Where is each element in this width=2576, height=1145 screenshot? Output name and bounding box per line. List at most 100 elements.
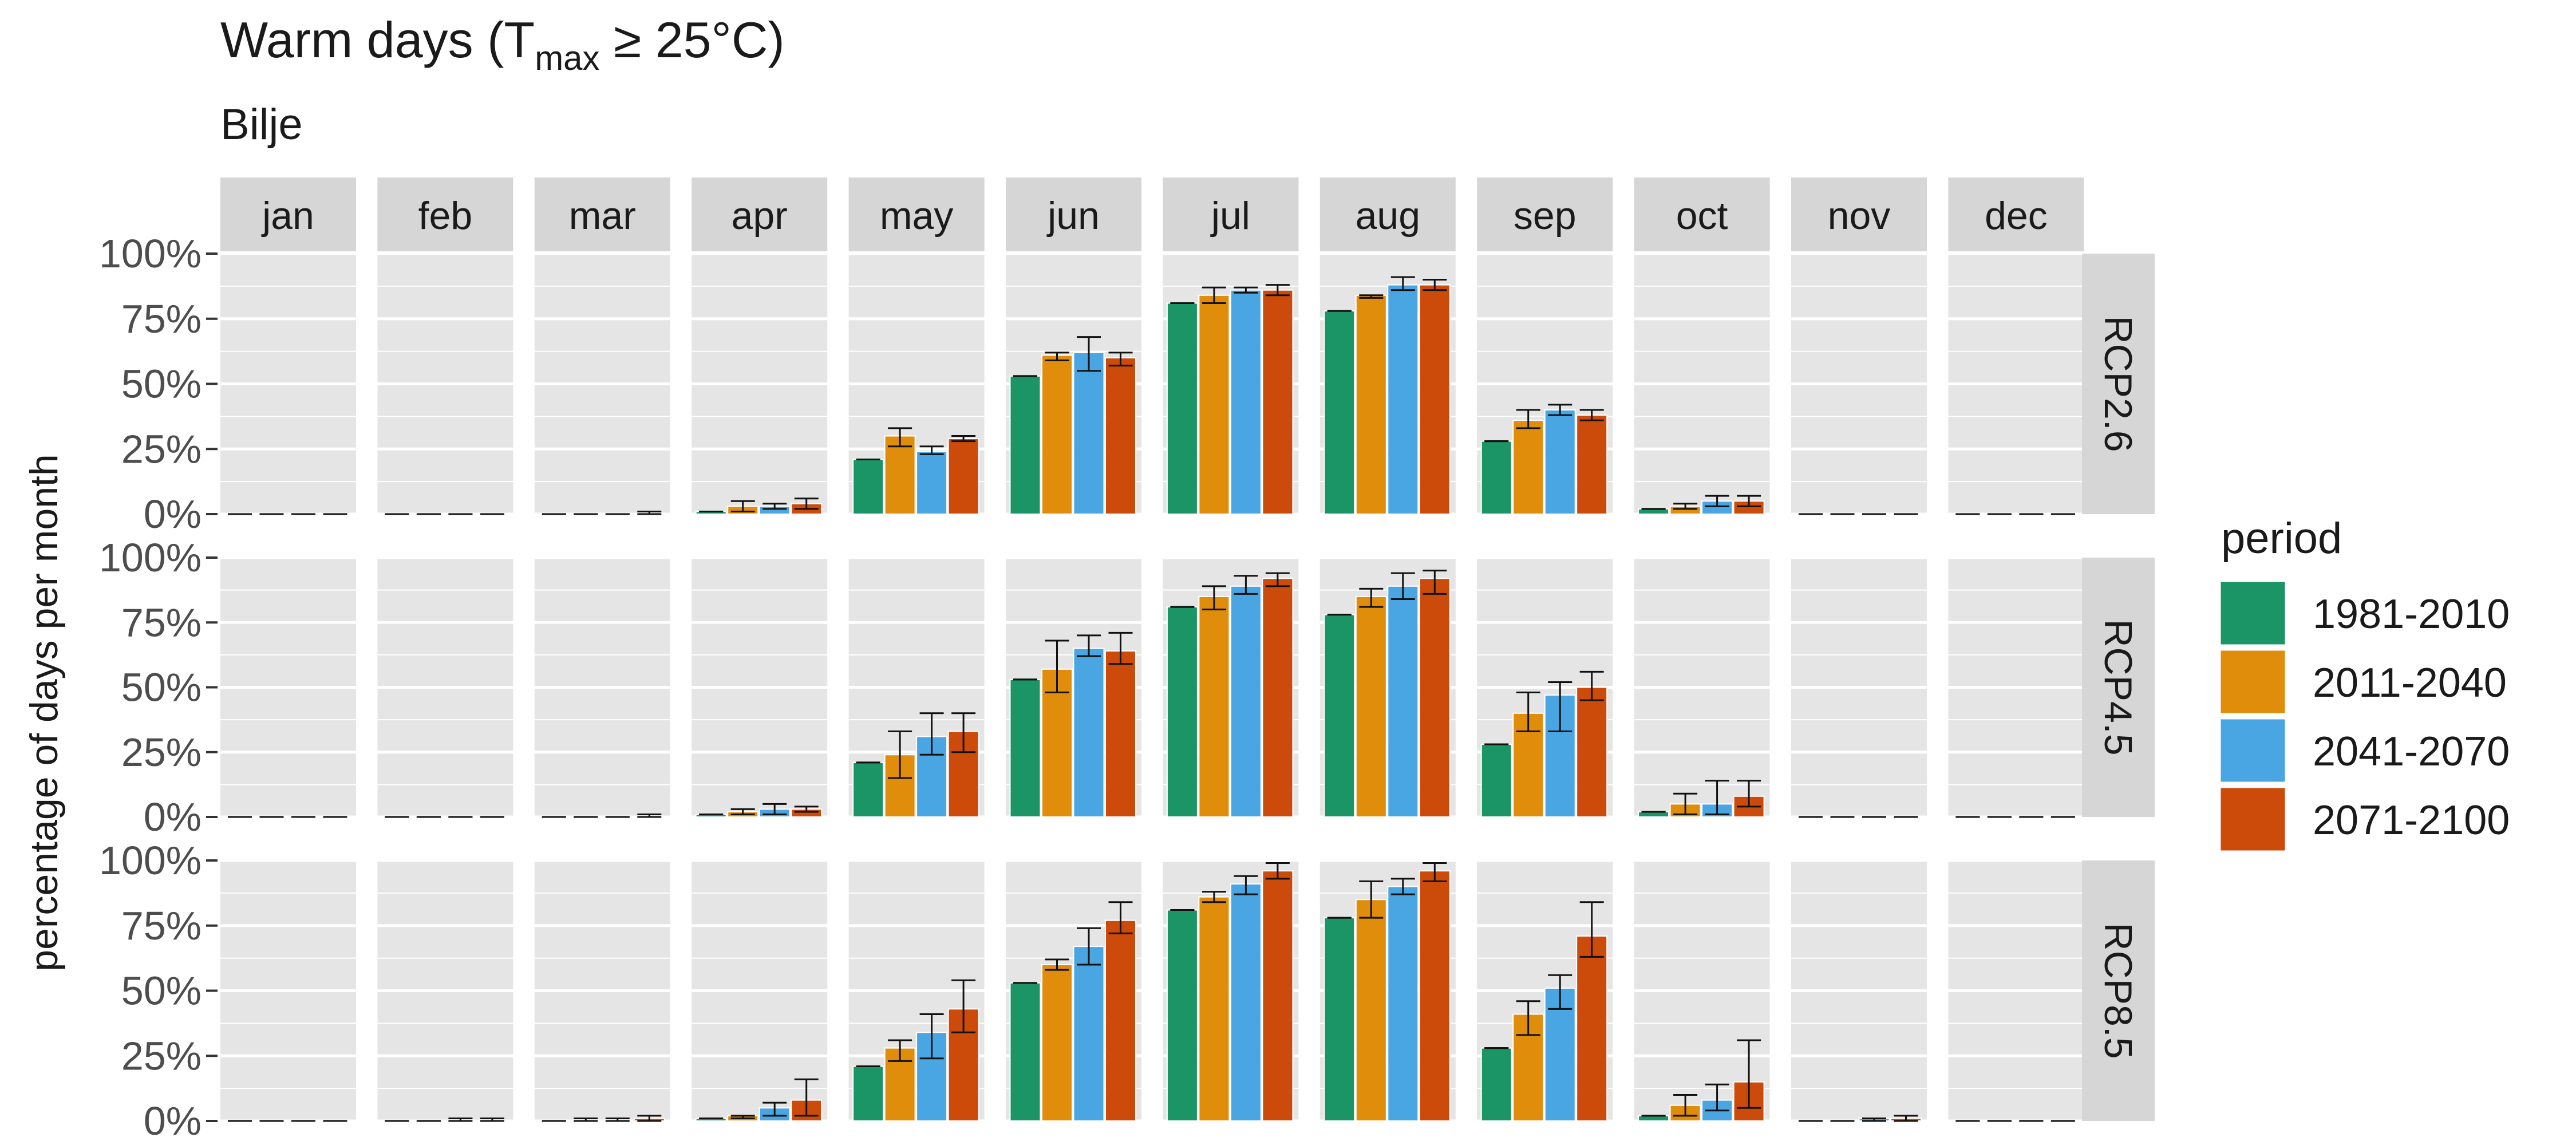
bar (1576, 686, 1608, 818)
month-strip (1634, 177, 1770, 251)
bar (1576, 935, 1608, 1122)
y-tick-label: 25% (121, 730, 202, 775)
legend-label: 2041-2070 (2313, 729, 2510, 775)
month-strip-label: jan (261, 194, 314, 238)
bar (1419, 578, 1451, 818)
bar (1198, 896, 1230, 1122)
bar (1262, 578, 1294, 818)
facet-panels: jan feb mar apr may jun jul aug sep oct nov dec 0% 25… (99, 177, 2155, 1143)
y-tick-label: 0% (144, 1099, 202, 1143)
bar (1387, 284, 1419, 515)
month-strip (848, 177, 985, 251)
month-strip-label: jun (1046, 194, 1100, 238)
month-strip (1319, 177, 1456, 251)
legend-label: 1981-2010 (2313, 591, 2510, 637)
y-tick-label: 25% (121, 1033, 202, 1078)
bar (1041, 354, 1073, 515)
bar (1544, 987, 1576, 1122)
bar (1105, 357, 1136, 515)
legend-key (2219, 649, 2287, 715)
bar (1544, 409, 1576, 515)
bar (1105, 919, 1136, 1122)
bar (852, 1065, 884, 1122)
bar (1009, 678, 1041, 818)
bar (852, 761, 884, 818)
scenario-strip (2082, 860, 2155, 1121)
month-strip-label: sep (1514, 194, 1577, 238)
month-strip-label: nov (1828, 194, 1891, 238)
month-strip (220, 177, 356, 251)
month-strip-label: oct (1676, 194, 1728, 238)
month-strip (1791, 177, 1927, 251)
scenario-strip-label: RCP2.6 (2096, 315, 2140, 452)
y-tick-label: 50% (121, 362, 202, 406)
chart-title-tail: ≥ 25°C) (600, 11, 785, 68)
y-tick-label: 0% (144, 492, 202, 536)
bar (1073, 946, 1105, 1122)
bar (1230, 585, 1262, 818)
bar (1480, 744, 1512, 818)
bar (1355, 294, 1387, 515)
bar (1009, 982, 1041, 1122)
y-tick-label: 100% (99, 231, 202, 276)
y-axis-label: percentage of days per month (22, 454, 66, 971)
legend: period 1981-2010 2011-2040 2041-2070 2071-2… (2219, 514, 2510, 852)
bar (1166, 302, 1198, 515)
bar (1576, 414, 1608, 515)
month-strip (534, 177, 670, 251)
bar (1230, 883, 1262, 1122)
bar (1387, 585, 1419, 818)
y-tick-label: 75% (121, 903, 202, 948)
bar (947, 438, 979, 515)
scenario-strip (2082, 254, 2155, 514)
bar (1419, 870, 1451, 1122)
bar (852, 459, 884, 515)
chart-title: Warm days (Tmax ≥ 25°C) (220, 11, 785, 77)
month-strip (1477, 177, 1613, 251)
bar (1323, 917, 1356, 1122)
bar (1512, 420, 1544, 515)
y-tick-label: 100% (99, 838, 202, 883)
chart-subtitle: Bilje (220, 100, 303, 149)
bar (1387, 886, 1419, 1122)
y-tick-label: 25% (121, 427, 202, 471)
legend-label: 2011-2040 (2313, 660, 2507, 706)
month-strip (377, 177, 513, 251)
bar (884, 435, 916, 515)
bar (1323, 614, 1356, 818)
month-strip-label: aug (1356, 194, 1420, 238)
month-strip-label: dec (1985, 194, 2048, 238)
bar (1419, 284, 1451, 515)
y-tick-label: 75% (121, 297, 202, 341)
scenario-strip-label: RCP4.5 (2096, 619, 2140, 755)
bar (1262, 289, 1294, 515)
legend-key (2219, 786, 2287, 852)
bar (1480, 440, 1512, 515)
month-strip-label: jul (1210, 194, 1250, 238)
month-strip (1163, 177, 1299, 251)
bar (1323, 310, 1356, 515)
scenario-strip-label: RCP8.5 (2096, 922, 2140, 1059)
y-tick-label: 75% (121, 600, 202, 645)
bar (1355, 899, 1387, 1122)
month-strip (1006, 177, 1141, 251)
bar (1198, 294, 1230, 515)
bar (1073, 352, 1105, 515)
month-strip (692, 177, 828, 251)
bar (1009, 375, 1041, 515)
y-tick-label: 100% (99, 535, 202, 580)
month-strip-label: apr (732, 194, 788, 238)
month-strip-label: feb (418, 194, 473, 238)
bar (1262, 870, 1294, 1122)
bar (1105, 650, 1136, 818)
legend-key (2219, 717, 2287, 784)
chart-title-main: Warm days (T (220, 11, 535, 68)
bar (1166, 909, 1198, 1122)
month-strip-label: mar (569, 194, 636, 238)
bar (1041, 964, 1073, 1122)
chart-title-subscript: max (535, 39, 599, 77)
y-tick-label: 50% (121, 969, 202, 1013)
bar (1355, 595, 1387, 818)
bar (1198, 595, 1230, 818)
